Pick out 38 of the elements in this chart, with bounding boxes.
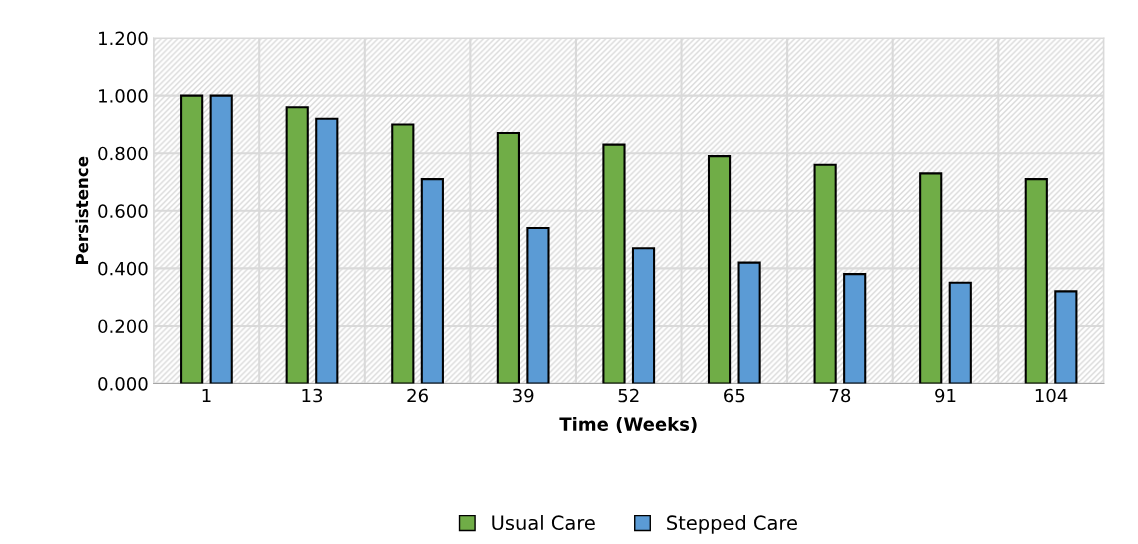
bar bbox=[315, 117, 339, 384]
bar bbox=[526, 227, 550, 384]
x-tick-label: 91 bbox=[935, 388, 956, 403]
bar bbox=[209, 94, 233, 384]
x-tick-label: 65 bbox=[724, 388, 745, 403]
bar bbox=[737, 261, 761, 384]
bar bbox=[602, 143, 626, 384]
bar bbox=[391, 123, 415, 384]
bar bbox=[948, 281, 972, 384]
x-tick-label: 26 bbox=[407, 388, 428, 403]
x-tick-label: 39 bbox=[513, 388, 534, 403]
bar bbox=[813, 163, 837, 384]
bar bbox=[631, 247, 656, 384]
bar bbox=[180, 94, 204, 384]
legend-label: Usual Care bbox=[492, 515, 595, 531]
y-tick-label: 0.200 bbox=[98, 319, 148, 334]
x-axis-title: Time (Weeks) bbox=[559, 416, 697, 434]
legend-label: Stepped Care bbox=[667, 515, 797, 534]
y-tick-label: 0.400 bbox=[98, 261, 148, 276]
bar bbox=[420, 178, 444, 384]
y-tick-label: 1.200 bbox=[99, 31, 148, 46]
x-tick-label: 52 bbox=[618, 388, 639, 403]
bar bbox=[496, 132, 520, 384]
x-tick-label: 13 bbox=[302, 388, 323, 403]
bar bbox=[707, 155, 732, 384]
y-tick-label: 1.000 bbox=[99, 89, 148, 103]
bar bbox=[1054, 290, 1078, 384]
x-tick-label: 104 bbox=[1035, 388, 1068, 403]
y-tick-label: 0.600 bbox=[98, 204, 148, 218]
bar bbox=[843, 273, 867, 384]
y-tick-label: 0.800 bbox=[98, 146, 148, 161]
bar bbox=[285, 106, 309, 384]
y-axis-title: Persistence bbox=[75, 156, 89, 265]
bar bbox=[1024, 178, 1048, 384]
x-tick-label: 78 bbox=[829, 388, 851, 403]
x-tick-label: 1 bbox=[202, 388, 211, 403]
bar bbox=[919, 172, 943, 384]
y-tick-label: 0.000 bbox=[98, 376, 148, 391]
